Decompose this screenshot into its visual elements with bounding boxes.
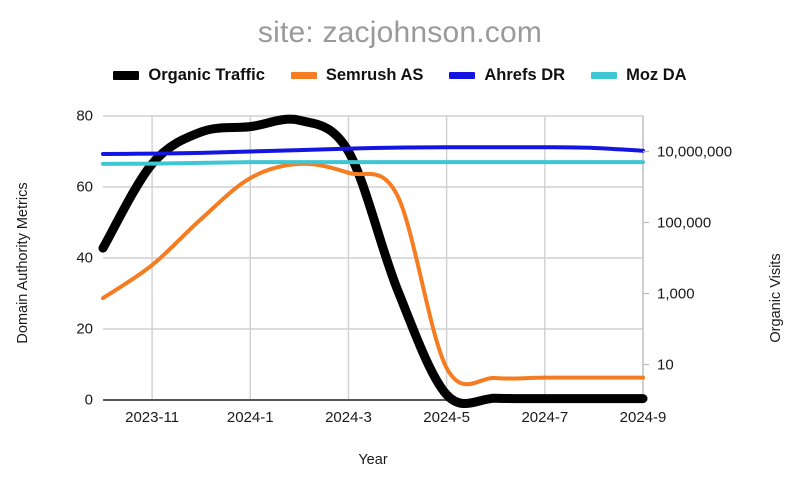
legend-swatch-icon: [591, 72, 618, 79]
y-axis-left-tick: 20: [76, 320, 93, 338]
y-axis-right-tick: 100,000: [657, 214, 712, 231]
x-axis-tick: 2024-7: [521, 409, 569, 426]
series-line-ahrefs-dr: [101, 145, 645, 156]
legend-item-label: Moz DA: [626, 66, 687, 84]
legend-item-label: Ahrefs DR: [484, 66, 566, 84]
legend-item-moz-da[interactable]: Moz DA: [591, 66, 687, 85]
legend-item-semrush-as[interactable]: Semrush AS: [290, 66, 424, 85]
x-axis-tick: 2023-11: [125, 409, 180, 426]
y-axis-left-tick: 80: [76, 107, 93, 125]
series-line-organic-traffic: [98, 114, 648, 409]
legend-swatch-icon: [113, 71, 140, 80]
y-axis-left-tick: 40: [76, 249, 93, 267]
legend-item-label: Semrush AS: [325, 66, 424, 84]
y-axis-right-tick: 10,000,000: [657, 143, 733, 160]
series-line-semrush-as: [101, 161, 645, 387]
legend-item-organic-traffic[interactable]: Organic Traffic: [113, 66, 265, 85]
y-axis-right-tick: 10: [657, 356, 674, 373]
chart-legend: Organic Traffic Semrush AS Ahrefs DR Moz…: [0, 66, 800, 85]
x-axis-title: Year: [358, 452, 388, 468]
x-axis-tick: 2024-5: [423, 409, 470, 426]
x-axis-tick: 2024-9: [619, 409, 667, 426]
legend-item-label: Organic Traffic: [148, 66, 265, 84]
legend-item-ahrefs-dr[interactable]: Ahrefs DR: [449, 66, 565, 85]
series-line-moz-da: [101, 160, 645, 166]
y-axis-right-tick: 1,000: [657, 285, 695, 302]
y-axis-left-tick: 0: [84, 391, 93, 409]
legend-swatch-icon: [449, 72, 476, 79]
x-axis-tick: 2024-3: [325, 409, 372, 426]
chart-title: site: zacjohnson.com: [257, 16, 543, 49]
legend-swatch-icon: [290, 72, 317, 79]
x-axis-tick: 2024-1: [226, 409, 274, 426]
y-axis-left-tick: 60: [76, 178, 93, 196]
